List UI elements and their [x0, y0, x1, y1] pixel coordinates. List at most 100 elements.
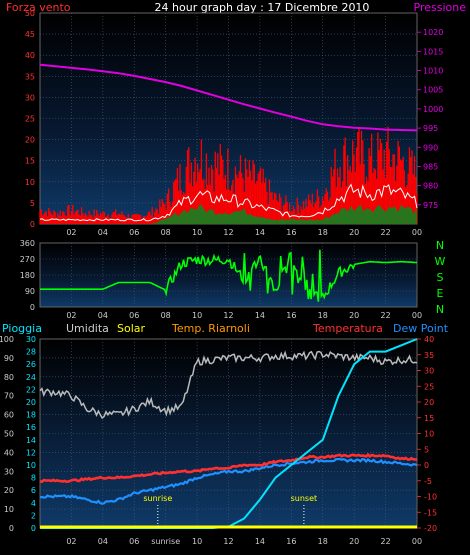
pressure-y-tick: 980: [423, 182, 438, 191]
p1-x-tick: 16: [286, 228, 296, 237]
p1-x-tick: 12: [223, 228, 233, 237]
humidity-y-tick: 100: [0, 335, 14, 344]
rain-y-tick: 12: [26, 448, 36, 457]
direction-y-tick: 270: [20, 255, 35, 264]
pressure-line: [39, 63, 418, 132]
humidity-y-tick: 20: [4, 486, 14, 495]
direction-y-tick: 90: [25, 287, 35, 296]
rain-y-tick: 16: [26, 423, 36, 432]
p1-x-tick: 14: [255, 228, 265, 237]
p2-x-tick: 22: [380, 311, 390, 320]
wind-low-area: [40, 203, 417, 224]
pressure-y-tick: 1005: [423, 86, 443, 95]
humidity-y-tick: 60: [4, 411, 14, 420]
p1-x-tick: 18: [318, 228, 328, 237]
direction-y-tick: 360: [20, 239, 35, 248]
rain-y-tick: 20: [26, 398, 36, 407]
legend-temperatura: Temperatura: [312, 322, 383, 335]
panel-wind-direction: [39, 242, 418, 308]
p3-x-tick: 04: [98, 537, 108, 546]
p1-x-tick: 20: [349, 228, 359, 237]
humidity-line: [39, 350, 418, 420]
legend-solar: Solar: [117, 322, 146, 335]
direction-y-tick: 0: [30, 303, 35, 312]
legend-dew-point: Dew Point: [393, 322, 449, 335]
wind-y-tick: 0: [30, 220, 35, 229]
temp-y-tick: 20: [424, 398, 434, 407]
rain-y-tick: 4: [31, 499, 36, 508]
temp-y-tick: 0: [424, 461, 429, 470]
p3-x-tick: 14: [255, 537, 265, 546]
wind-y-tick: 45: [25, 30, 35, 39]
chart-title: 24 hour graph day : 17 Dicembre 2010: [155, 1, 370, 14]
direction-y-tick: 180: [20, 271, 35, 280]
p1-x-tick: 00: [412, 228, 422, 237]
temp-y-tick: 15: [424, 414, 434, 423]
humidity-y-tick: 30: [4, 467, 14, 476]
rain-y-tick: 8: [31, 474, 36, 483]
temp-y-tick: -20: [424, 524, 437, 533]
temp-y-tick: 35: [424, 351, 434, 360]
p2-x-tick: 18: [318, 311, 328, 320]
p2-x-tick: 16: [286, 311, 296, 320]
wind-direction-line: [40, 249, 418, 302]
dir-label-w: W: [435, 255, 446, 268]
p3-x-tick: 18: [318, 537, 328, 546]
p2-x-tick: 08: [161, 311, 171, 320]
wind-y-tick: 10: [25, 178, 35, 187]
temp-y-tick: 30: [424, 367, 434, 376]
pressure-y-tick: 995: [423, 124, 438, 133]
pressure-y-tick: 1020: [423, 28, 443, 37]
temp-y-tick: 25: [424, 382, 434, 391]
temp-y-tick: 5: [424, 445, 429, 454]
p3-x-tick: 20: [349, 537, 359, 546]
sunset-label: sunset: [291, 494, 318, 503]
legend-umidita: Umidita: [66, 322, 109, 335]
p3-x-tick: sunrise: [151, 537, 180, 546]
p1-x-tick: 08: [161, 228, 171, 237]
wind-y-tick: 40: [25, 51, 35, 60]
temp-y-tick: 10: [424, 430, 434, 439]
rain-y-tick: 10: [26, 461, 36, 470]
p1-x-tick: 02: [66, 228, 76, 237]
dir-label-s: S: [437, 271, 444, 284]
pressure-y-tick: 985: [423, 162, 438, 171]
rain-y-tick: 14: [26, 436, 36, 445]
dir-label-n-top: N: [436, 239, 444, 252]
p2-x-tick: 00: [412, 311, 422, 320]
p3-x-tick: 12: [223, 537, 233, 546]
temp-y-tick: -5: [424, 477, 432, 486]
p3-x-tick: 02: [66, 537, 76, 546]
panel-temp-humidity: [39, 338, 418, 529]
rain-y-tick: 26: [26, 360, 36, 369]
legend-pioggia: Pioggia: [2, 322, 42, 335]
sunrise-label: sunrise: [143, 494, 172, 503]
wind-y-tick: 20: [25, 136, 35, 145]
rain-y-tick: 28: [26, 348, 36, 357]
rain-y-tick: 18: [26, 411, 36, 420]
pressure-y-tick: 975: [423, 201, 438, 210]
pressure-y-tick: 990: [423, 143, 438, 152]
wind-axis-label: Forza vento: [6, 1, 71, 14]
p2-x-tick: 14: [255, 311, 265, 320]
p3-x-tick: 16: [286, 537, 296, 546]
p3-x-tick: 06: [129, 537, 139, 546]
p3-x-tick: 10: [192, 537, 202, 546]
temp-y-tick: -10: [424, 493, 437, 502]
humidity-y-tick: 40: [4, 448, 14, 457]
pressure-y-tick: 1000: [423, 105, 443, 114]
dew-point-line: [39, 457, 418, 505]
humidity-y-tick: 10: [4, 505, 14, 514]
wind-y-tick: 25: [25, 115, 35, 124]
dir-label-n-bottom: N: [436, 303, 444, 316]
p2-x-tick: 04: [98, 311, 108, 320]
wind-y-tick: 30: [25, 93, 35, 102]
temp-y-tick: 40: [424, 335, 434, 344]
temp-y-tick: -15: [424, 508, 437, 517]
p1-x-tick: 04: [98, 228, 108, 237]
p1-x-tick: 06: [129, 228, 139, 237]
wind-avg-line: [39, 183, 418, 222]
humidity-y-tick: 70: [4, 392, 14, 401]
rain-y-tick: 30: [26, 335, 36, 344]
